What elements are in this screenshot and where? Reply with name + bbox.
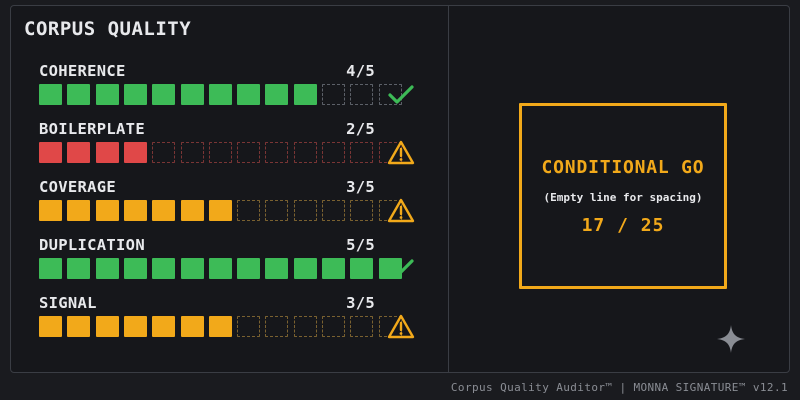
bar-segment-filled	[67, 200, 90, 221]
bar-segment-empty	[379, 84, 402, 105]
metric-row-boilerplate: BOILERPLATE 2/5	[39, 119, 419, 167]
bar-segment-filled	[181, 84, 204, 105]
bar-segment-filled	[67, 142, 90, 163]
metric-score: 5/5	[346, 236, 375, 254]
verdict-box: CONDITIONAL GO (Empty line for spacing) …	[519, 103, 727, 289]
warning-icon	[387, 198, 415, 223]
bar-segment-filled	[67, 258, 90, 279]
bar-segment-empty	[237, 200, 260, 221]
metric-name: COHERENCE	[39, 62, 126, 80]
bar-segment-filled	[294, 258, 317, 279]
bar-segment-empty	[294, 316, 317, 337]
bar-segment-filled	[39, 142, 62, 163]
bar-segment-filled	[322, 258, 345, 279]
bar-segment-filled	[96, 200, 119, 221]
bar-segment-filled	[67, 316, 90, 337]
bar-segment-filled	[350, 258, 373, 279]
panel-divider	[448, 5, 449, 373]
bar-segment-filled	[96, 316, 119, 337]
metric-row-duplication: DUPLICATION 5/5	[39, 235, 419, 283]
bar-segment-empty	[209, 142, 232, 163]
bar-segment-empty	[237, 142, 260, 163]
bar-segment-filled	[237, 258, 260, 279]
bar-segment-empty	[265, 316, 288, 337]
bar-segment-filled	[209, 316, 232, 337]
bar-segment-empty	[322, 84, 345, 105]
bar-segment-filled	[209, 258, 232, 279]
bar-segment-filled	[67, 84, 90, 105]
bar-segment-filled	[124, 200, 147, 221]
verdict-score: 17 / 25	[581, 215, 665, 236]
metric-score: 2/5	[346, 120, 375, 138]
bar-segment-filled	[39, 258, 62, 279]
bar-segment-empty	[322, 200, 345, 221]
bar-segment-empty	[350, 200, 373, 221]
metric-score: 3/5	[346, 294, 375, 312]
bar-segment-filled	[152, 258, 175, 279]
bar-segment-filled	[124, 142, 147, 163]
bar-segment-empty	[322, 316, 345, 337]
bar-segment-filled	[152, 316, 175, 337]
bar-segment-filled	[124, 84, 147, 105]
bar-segment-empty	[350, 316, 373, 337]
bar-segment-empty	[350, 84, 373, 105]
bar-segment-filled	[39, 200, 62, 221]
sparkle-icon	[717, 325, 745, 353]
bar-segment-filled	[96, 258, 119, 279]
footer-text: Corpus Quality Auditor™ | MONNA SIGNATUR…	[450, 381, 788, 394]
metric-score: 3/5	[346, 178, 375, 196]
bar-segment-filled	[294, 84, 317, 105]
warning-icon	[387, 314, 415, 339]
bar-segment-filled	[39, 84, 62, 105]
bar-segment-filled	[265, 258, 288, 279]
metric-row-signal: SIGNAL 3/5	[39, 293, 419, 341]
bar-segment-filled	[237, 84, 260, 105]
bar-segment-empty	[294, 142, 317, 163]
metric-name: BOILERPLATE	[39, 120, 145, 138]
verdict-note: (Empty line for spacing)	[543, 191, 703, 204]
bar-segment-filled	[181, 258, 204, 279]
verdict-label: CONDITIONAL GO	[541, 157, 705, 178]
metric-row-coherence: COHERENCE 4/5	[39, 61, 419, 109]
metric-row-coverage: COVERAGE 3/5	[39, 177, 419, 225]
warning-icon	[387, 140, 415, 165]
bar-segment-filled	[152, 84, 175, 105]
bar-segment-filled	[209, 200, 232, 221]
check-icon	[388, 85, 414, 104]
bar-segment-filled	[96, 84, 119, 105]
bar-segment-filled	[181, 200, 204, 221]
page-title: CORPUS QUALITY	[24, 18, 192, 40]
metric-score: 4/5	[346, 62, 375, 80]
bar-segment-empty	[294, 200, 317, 221]
bar-segment-filled	[124, 316, 147, 337]
bar-segment-filled	[181, 316, 204, 337]
bar-segment-empty	[265, 200, 288, 221]
bar-segment-filled	[39, 316, 62, 337]
bar-segment-empty	[265, 142, 288, 163]
bar-segment-empty	[152, 142, 175, 163]
bar-segment-filled	[124, 258, 147, 279]
check-icon	[388, 259, 414, 278]
bar-segment-empty	[237, 316, 260, 337]
bar-segment-filled	[209, 84, 232, 105]
metric-name: SIGNAL	[39, 294, 97, 312]
bar-segment-empty	[322, 142, 345, 163]
metric-name: DUPLICATION	[39, 236, 145, 254]
bar-segment-filled	[152, 200, 175, 221]
bar-segment-filled	[96, 142, 119, 163]
metric-name: COVERAGE	[39, 178, 117, 196]
bar-segment-empty	[350, 142, 373, 163]
main-panel	[10, 5, 790, 373]
bar-segment-filled	[265, 84, 288, 105]
bar-segment-empty	[181, 142, 204, 163]
